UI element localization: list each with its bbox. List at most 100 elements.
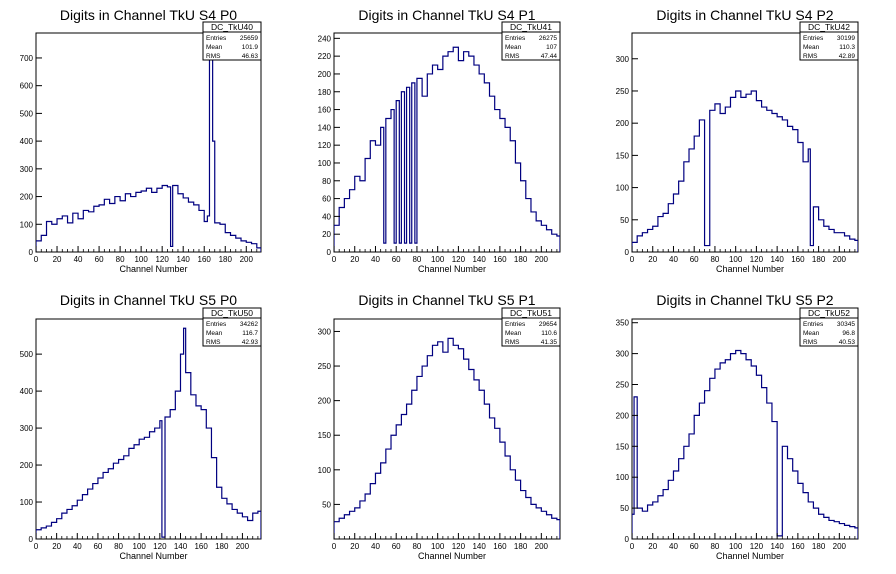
stats-value: 26275 xyxy=(539,35,557,42)
stats-value: 46.63 xyxy=(242,53,259,60)
x-axis-label: Channel Number xyxy=(119,551,187,561)
stats-key: Mean xyxy=(803,330,820,337)
panel-title: Digits in Channel TkU S5 P0 xyxy=(60,292,237,308)
histogram-panel: Digits in Channel TkU S4 P2 0 20 40 60 80 100 1… xyxy=(616,7,859,274)
y-tick-label: 80 xyxy=(322,177,331,186)
x-axis-label: Channel Number xyxy=(716,264,784,274)
x-tick-label: 160 xyxy=(194,542,208,551)
y-tick-label: 20 xyxy=(322,230,331,239)
x-tick-label: 160 xyxy=(493,542,507,551)
x-tick-label: 200 xyxy=(833,255,847,264)
y-tick-label: 250 xyxy=(616,381,630,390)
plot-frame xyxy=(631,32,859,253)
y-tick-label: 150 xyxy=(616,151,630,160)
x-tick-label: 100 xyxy=(431,542,445,551)
x-tick-label: 0 xyxy=(630,255,635,264)
x-tick-label: 180 xyxy=(812,255,826,264)
x-tick-label: 0 xyxy=(332,255,337,264)
x-tick-label: 20 xyxy=(52,542,61,551)
panel-title: Digits in Channel TkU S4 P0 xyxy=(60,7,237,23)
y-tick-label: 160 xyxy=(318,106,332,115)
stats-box xyxy=(799,21,859,61)
x-axis-label: Channel Number xyxy=(418,551,486,561)
x-tick-label: 60 xyxy=(690,542,699,551)
x-tick-label: 200 xyxy=(240,255,254,264)
y-tick-label: 180 xyxy=(318,88,332,97)
x-tick-label: 80 xyxy=(412,255,421,264)
y-tick-label: 140 xyxy=(318,123,332,132)
stats-key: Entries xyxy=(505,35,526,42)
plot-frame xyxy=(35,318,262,540)
histogram-series xyxy=(334,46,560,252)
x-tick-label: 80 xyxy=(710,542,719,551)
stats-key: RMS xyxy=(803,53,818,60)
y-tick-label: 200 xyxy=(318,397,332,406)
y-tick-label: 100 xyxy=(20,498,34,507)
x-tick-label: 40 xyxy=(669,255,678,264)
y-tick-label: 60 xyxy=(322,195,331,204)
stats-value: 47.44 xyxy=(541,53,558,60)
y-tick-label: 0 xyxy=(625,248,630,257)
x-tick-label: 40 xyxy=(669,542,678,551)
histogram-series xyxy=(632,349,858,539)
stats-value: 101.9 xyxy=(242,44,259,51)
stats-name: DC_TkU52 xyxy=(808,308,850,318)
x-tick-label: 40 xyxy=(73,542,82,551)
stats-name: DC_TkU51 xyxy=(510,308,552,318)
histogram-series xyxy=(36,327,261,539)
histogram-series xyxy=(632,90,858,252)
plot-frame xyxy=(333,318,561,540)
y-tick-label: 500 xyxy=(20,109,34,118)
y-tick-label: 100 xyxy=(616,473,630,482)
y-tick-label: 150 xyxy=(616,442,630,451)
y-tick-label: 250 xyxy=(616,87,630,96)
x-tick-label: 160 xyxy=(791,542,805,551)
y-tick-label: 40 xyxy=(322,212,331,221)
stats-value: 25659 xyxy=(240,35,258,42)
y-tick-label: 0 xyxy=(625,535,630,544)
x-tick-label: 40 xyxy=(74,255,83,264)
plot-frame xyxy=(631,318,859,540)
x-tick-label: 140 xyxy=(472,255,486,264)
stats-key: RMS xyxy=(505,339,520,346)
y-tick-label: 700 xyxy=(20,54,34,63)
x-tick-label: 60 xyxy=(392,255,401,264)
x-tick-label: 140 xyxy=(472,542,486,551)
x-tick-label: 60 xyxy=(392,542,401,551)
stats-value: 42.89 xyxy=(839,53,856,60)
y-tick-label: 0 xyxy=(29,248,34,257)
x-tick-label: 180 xyxy=(215,542,229,551)
x-tick-label: 0 xyxy=(34,542,39,551)
stats-key: Mean xyxy=(505,330,522,337)
stats-name: DC_TkU40 xyxy=(211,22,253,32)
y-tick-label: 600 xyxy=(20,82,34,91)
stats-box xyxy=(202,307,262,347)
stats-value: 110.6 xyxy=(541,330,557,337)
histogram-series xyxy=(334,337,560,539)
x-tick-label: 120 xyxy=(452,542,466,551)
y-tick-label: 150 xyxy=(318,431,332,440)
x-tick-label: 20 xyxy=(350,542,359,551)
stats-value: 107 xyxy=(546,44,557,51)
y-tick-label: 100 xyxy=(318,159,332,168)
x-tick-label: 200 xyxy=(535,255,549,264)
x-tick-label: 160 xyxy=(198,255,212,264)
plot-frame xyxy=(35,32,262,253)
x-tick-label: 20 xyxy=(648,255,657,264)
plot-frame xyxy=(333,32,561,253)
x-tick-label: 180 xyxy=(514,255,528,264)
stats-key: Entries xyxy=(803,321,824,328)
stats-value: 96.8 xyxy=(842,330,855,337)
x-tick-label: 160 xyxy=(493,255,507,264)
stats-key: Mean xyxy=(206,330,223,337)
stats-key: Entries xyxy=(206,35,227,42)
x-tick-label: 80 xyxy=(116,255,125,264)
x-tick-label: 40 xyxy=(371,542,380,551)
x-tick-label: 140 xyxy=(770,255,784,264)
stats-key: Entries xyxy=(505,321,526,328)
panel-title: Digits in Channel TkU S5 P1 xyxy=(358,292,535,308)
x-tick-label: 160 xyxy=(791,255,805,264)
stats-value: 42.93 xyxy=(242,339,259,346)
histogram-panel: Digits in Channel TkU S5 P0 0 20 40 60 80 100 1… xyxy=(20,292,262,561)
